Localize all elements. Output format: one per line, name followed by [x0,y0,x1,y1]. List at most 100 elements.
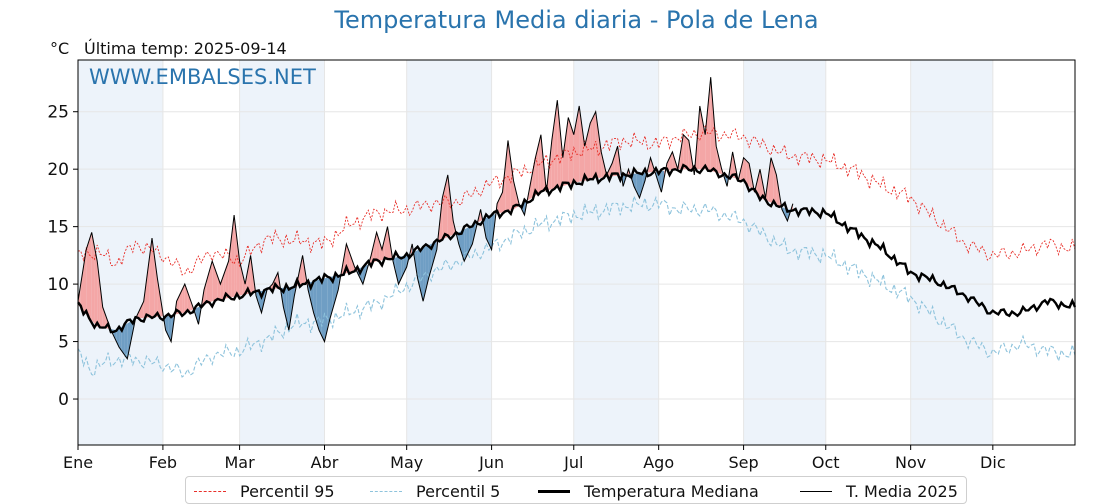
anomaly-fill-below [488,215,492,250]
anomaly-fill-above [716,146,719,174]
x-axis-ticks: Ene Feb Mar Abr May Jun Jul Ago Sep Oct Nov Dic [63,445,1006,472]
anomaly-fill-above [250,255,254,294]
anomaly-fill-above [612,154,615,177]
x-tick-label: Ago [643,453,674,472]
anomaly-fill-above [732,151,736,179]
anomaly-fill-above [102,307,106,329]
anomaly-fill-above [686,137,689,170]
anomaly-fill-above [601,151,604,178]
anomaly-fill-below [286,287,289,331]
series-line-p95 [78,125,1076,276]
anomaly-fill-above [532,157,536,198]
legend-label-p95: Percentil 95 [240,481,335,501]
anomaly-fill-above [680,134,684,170]
anomaly-fill-above [89,232,92,321]
legend-item-p5: Percentil 5 [370,481,500,501]
anomaly-fill-above [236,238,240,297]
anomaly-fill-below [119,326,122,352]
anomaly-fill-above [771,157,774,204]
anomaly-fill-above [384,226,388,260]
anomaly-fill-below [639,173,643,198]
anomaly-fill-below [458,231,462,253]
anomaly-fill-above [699,106,703,170]
anomaly-fill-above [379,241,382,261]
series-line-median [77,163,1077,334]
anomaly-fill-below [288,286,292,331]
anomaly-fill-above [749,163,752,190]
anomaly-fill-below [330,276,333,319]
legend-label-p5: Percentil 5 [416,481,501,501]
anomaly-fill-above [387,226,391,259]
anomaly-fill-below [434,241,437,260]
anomaly-fill-above [746,160,750,187]
chart-title: Temperatura Media diaria - Pola de Lena [334,6,819,34]
anomaly-fill-above [562,137,566,186]
legend-item-median: Temperatura Mediana [538,481,759,501]
x-tick-label: Dic [980,453,1006,472]
anomaly-fill-above [215,268,218,301]
series-line-actual [77,77,794,361]
anomaly-fill-below [319,279,322,336]
anomaly-fill-above [587,123,591,181]
anomaly-fill-below [121,325,125,355]
x-tick-label: Ene [63,453,93,472]
anomaly-fill-above [571,126,574,184]
y-axis-ticks: 0 5 10 15 20 25 [47,103,78,410]
anomaly-fill-below [636,173,640,198]
series-lines [77,77,1077,378]
anomaly-fill-above [776,174,780,206]
anomaly-fill-above [143,280,147,318]
last-temp-label: Última temp: 2025-09-14 [84,39,287,58]
anomaly-fill-above [743,157,747,184]
anomaly-fill-above [768,157,771,203]
anomaly-fill-below [195,307,199,325]
x-tick-label: Mar [225,453,256,472]
anomaly-fill-above [447,174,451,237]
x-tick-label: Sep [729,453,759,472]
legend-swatch-median [538,489,570,493]
anomaly-fill-below [130,320,133,346]
y-tick-label: 5 [58,333,69,353]
x-tick-label: Jun [478,453,504,472]
anomaly-fill-above [146,259,150,318]
anomaly-fill-below [395,256,399,285]
anomaly-fill-above [179,289,183,314]
anomaly-fill-above [568,117,571,185]
anomaly-fill-above [757,169,760,198]
anomaly-fill-below [425,245,429,290]
anomaly-fill-above [247,255,251,294]
x-tick-label: Oct [812,453,840,472]
anomaly-fill-below [420,247,424,302]
anomaly-fill-below [469,225,473,250]
anomaly-fill-above [223,268,226,299]
anomaly-fill-below [401,255,404,279]
anomaly-fill-above [445,174,448,239]
legend-item-actual: T. Media 2025 [800,481,958,501]
anomaly-fill-below [324,277,328,342]
y-tick-label: 0 [58,390,69,410]
x-tick-label: Jul [563,453,583,472]
x-tick-label: Nov [895,453,926,472]
anomaly-fill-above [187,291,191,312]
anomaly-fill-above [83,249,87,315]
anomaly-fill-above [598,131,602,178]
anomaly-fill-above [242,272,246,295]
anomaly-fill-above [505,140,508,212]
anomaly-fill-above [182,284,185,314]
anomaly-fill-above [697,106,700,170]
y-tick-label: 20 [47,160,69,180]
anomaly-fill-above [299,255,303,285]
chart-svg: WWW.EMBALSES.NET 0 5 10 15 20 25 Ene Feb Mar Abr… [47,59,1077,472]
anomaly-fill-below [327,277,330,331]
anomaly-fill-above [710,77,714,172]
anomaly-fill-below [486,216,489,244]
legend-swatch-p95 [194,490,226,492]
anomaly-fill-above [349,251,352,273]
anomaly-fill-above [225,261,229,299]
anomaly-fill-above [740,157,744,181]
anomaly-fill-below [168,315,172,342]
anomaly-fill-below [313,280,317,322]
anomaly-fill-above [94,246,98,327]
anomaly-fill-above [705,106,708,170]
series-line-p5 [77,194,1076,378]
